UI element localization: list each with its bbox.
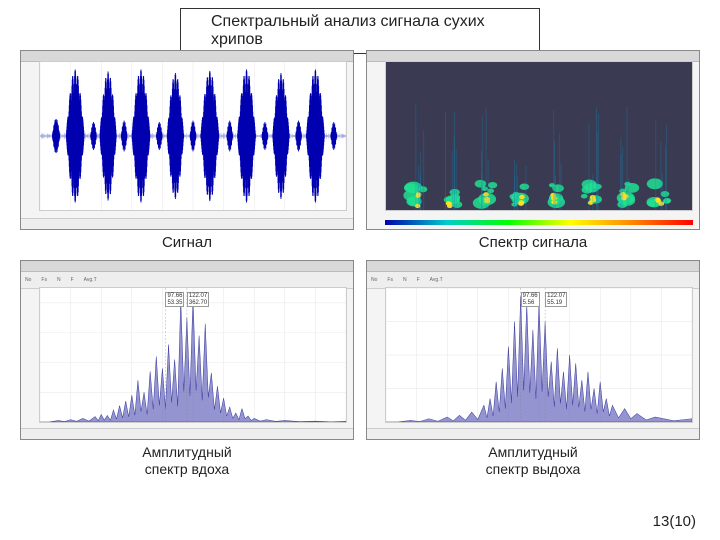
color-scale bbox=[385, 220, 693, 225]
panel-header bbox=[367, 261, 699, 272]
caption-spectrum: Спектр сигнала bbox=[366, 234, 700, 256]
inhale-svg bbox=[40, 288, 346, 422]
caption-exhale: Амплитудныйспектр выдоха bbox=[366, 444, 700, 480]
spectrogram-chart-area bbox=[385, 61, 693, 211]
panel-header bbox=[21, 261, 353, 272]
inhale-chart-area: 97.6653.35122.07362.70 bbox=[39, 287, 347, 423]
panel-footer bbox=[21, 218, 353, 229]
spectrogram-panel bbox=[366, 50, 700, 230]
inhale-spectrum-panel: NoFsNFAvg.T 97.6653.35122.07362.70 bbox=[20, 260, 354, 440]
waveform-chart-area bbox=[39, 61, 347, 211]
page-title: Спектральный анализ сигнала сухих хрипов bbox=[180, 8, 540, 54]
panel-footer bbox=[367, 428, 699, 439]
caption-signal: Сигнал bbox=[20, 234, 354, 256]
caption-inhale: Амплитудныйспектр вдоха bbox=[20, 444, 354, 480]
exhale-spectrum-panel: NoFsNFAvg.T 97.665.56122.0755.19 bbox=[366, 260, 700, 440]
panel-footer bbox=[21, 428, 353, 439]
spectrogram-svg bbox=[386, 62, 692, 210]
chart-grid: Сигнал Спектр сигнала NoFsNFAvg.T 97.665… bbox=[20, 50, 700, 480]
page-number: 13(10) bbox=[653, 513, 696, 530]
title-text: Спектральный анализ сигнала сухих хрипов bbox=[211, 13, 485, 48]
waveform-svg bbox=[40, 62, 346, 210]
exhale-svg bbox=[386, 288, 692, 422]
waveform-panel bbox=[20, 50, 354, 230]
exhale-chart-area: 97.665.56122.0755.19 bbox=[385, 287, 693, 423]
